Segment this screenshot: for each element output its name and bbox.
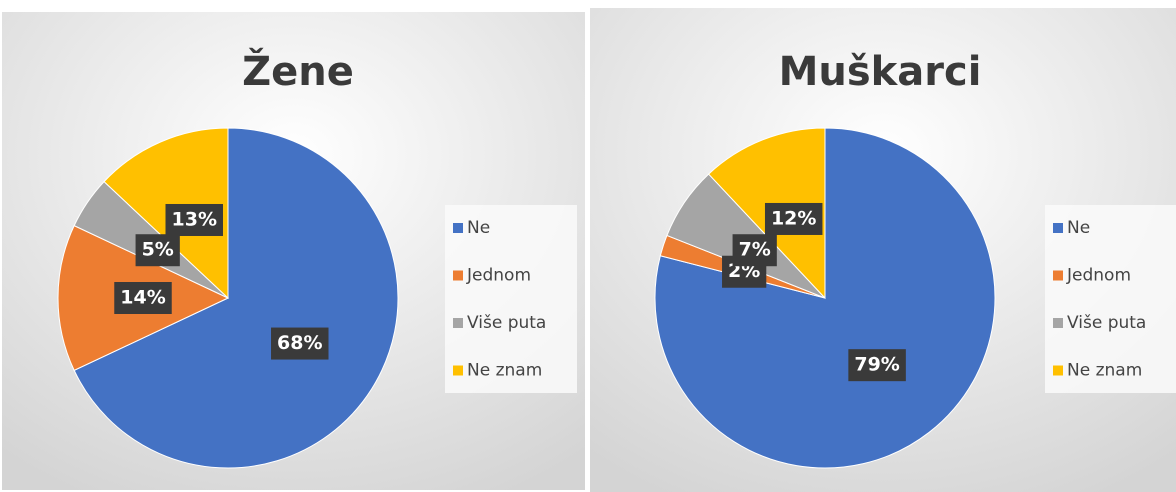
data-label-box — [165, 203, 223, 236]
data-label: 14% — [120, 287, 165, 309]
data-label-box — [135, 234, 180, 267]
pie-slice — [654, 127, 996, 469]
data-label-box — [271, 327, 329, 360]
legend-box — [445, 205, 577, 393]
legend-swatch — [453, 365, 463, 376]
legend-swatch — [453, 270, 463, 281]
data-label-box — [732, 234, 777, 267]
legend-label: Više puta — [1067, 313, 1146, 333]
data-label: 13% — [172, 208, 217, 230]
chart-title: Žene — [242, 47, 354, 95]
chart-title: Muškarci — [779, 49, 982, 95]
data-label: 68% — [277, 332, 322, 354]
legend-box — [1045, 205, 1176, 393]
data-label: 12% — [771, 207, 816, 229]
legend-label: Ne znam — [1067, 361, 1142, 381]
legend-label: Jednom — [1066, 266, 1131, 286]
legend-label: Više puta — [467, 313, 546, 333]
data-label-box — [848, 349, 906, 382]
data-label: 7% — [739, 239, 771, 261]
legend-swatch — [1053, 318, 1063, 328]
data-label: 79% — [854, 354, 899, 376]
legend-swatch — [1053, 270, 1063, 281]
legend-swatch — [453, 318, 463, 328]
data-label: 5% — [142, 239, 174, 261]
legend-label: Ne — [467, 218, 490, 238]
legend-label: Jednom — [466, 266, 531, 286]
legend-label: Ne znam — [467, 361, 542, 381]
legend-swatch — [1053, 365, 1063, 376]
legend-swatch — [453, 223, 463, 233]
data-label-box — [764, 202, 823, 235]
legend-swatch — [1053, 223, 1063, 233]
data-label-box — [114, 282, 172, 314]
pie-slice — [73, 127, 399, 469]
legend-label: Ne — [1067, 218, 1090, 238]
